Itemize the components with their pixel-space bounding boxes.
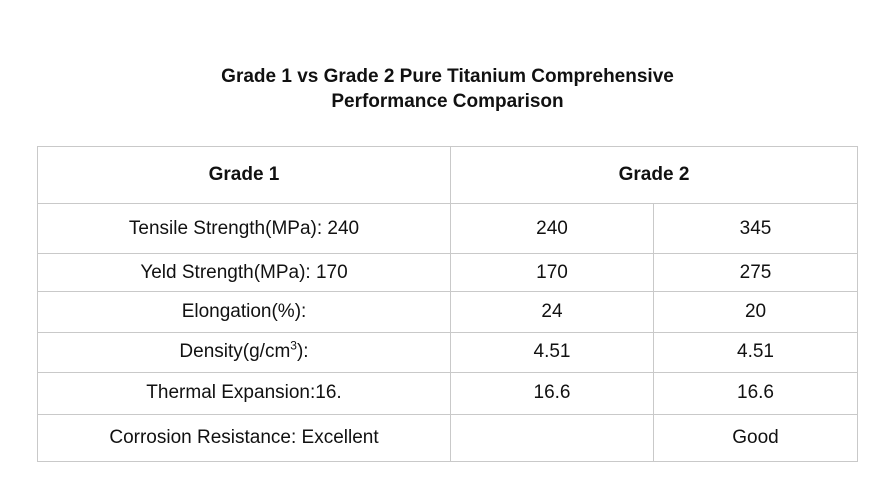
title-line-2: Performance Comparison (331, 91, 564, 112)
row-label-superscript: 3 (290, 338, 297, 353)
row-label: Yeld Strength(MPa): 170 (37, 253, 451, 293)
table-row: Yeld Strength(MPa): 170 170 275 (37, 253, 859, 293)
header-grade-1: Grade 1 (37, 145, 451, 205)
row-label-main: Density(g/cm (179, 341, 291, 363)
title-line-1: Grade 1 vs Grade 2 Pure Titanium Compreh… (221, 66, 674, 87)
row-value-1: 4.51 (450, 331, 654, 373)
row-label: Tensile Strength(MPa): 240 (37, 203, 451, 255)
row-value-2: 20 (652, 291, 859, 333)
header-grade-2: Grade 2 (449, 145, 859, 205)
row-value-2: 16.6 (652, 371, 859, 415)
table-row: Thermal Expansion:16. 16.6 16.6 (37, 371, 859, 415)
row-label: Corrosion Resistance: Excellent (37, 413, 451, 463)
row-value-1: 170 (450, 253, 654, 293)
row-value-2: 4.51 (652, 331, 859, 373)
row-label: Thermal Expansion:16. (37, 371, 451, 415)
row-label-tail: ): (296, 341, 309, 363)
row-value-1: 24 (450, 291, 654, 333)
row-label: Elongation(%): (37, 291, 451, 333)
row-value-2: 345 (652, 203, 859, 255)
table-header-row: Grade 1 Grade 2 (37, 145, 859, 205)
row-value-1: 240 (450, 203, 654, 255)
table-row: Density(g/cm3): 4.51 4.51 (37, 331, 859, 373)
row-value-2: 275 (652, 253, 859, 293)
row-value-1: 16.6 (450, 371, 654, 415)
page-title: Grade 1 vs Grade 2 Pure Titanium Compreh… (0, 64, 895, 114)
table-row: Elongation(%): 24 20 (37, 291, 859, 333)
table-row: Tensile Strength(MPa): 240 240 345 (37, 203, 859, 255)
comparison-table: Grade 1 Grade 2 Tensile Strength(MPa): 2… (37, 145, 859, 463)
row-value-1 (450, 413, 654, 463)
row-value-2: Good (652, 413, 859, 463)
table-row: Corrosion Resistance: Excellent Good (37, 413, 859, 463)
row-label: Density(g/cm3): (37, 331, 451, 373)
